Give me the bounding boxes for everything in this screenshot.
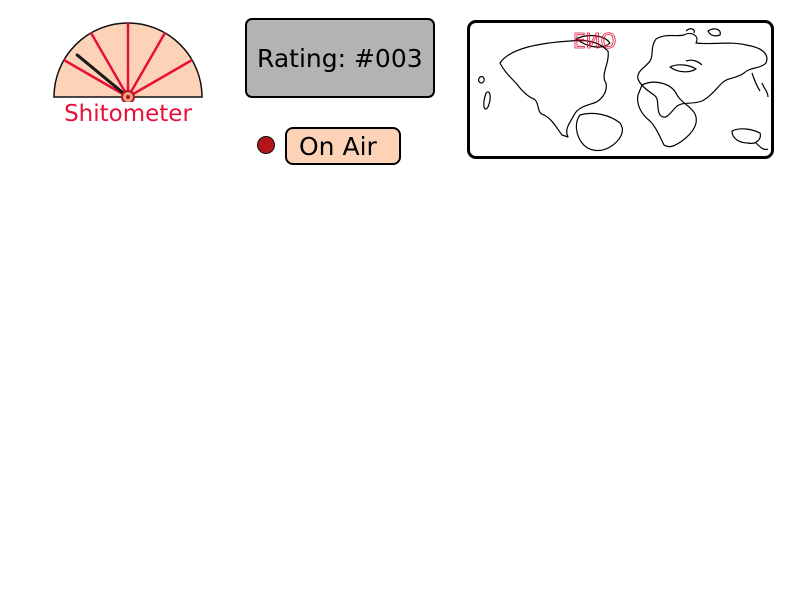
map-greenland [575, 34, 611, 48]
map-continent-africa [637, 81, 697, 148]
gauge-label: Shitometer [64, 101, 192, 127]
gauge-tick [89, 32, 130, 98]
map-continent-eurasia [637, 32, 768, 118]
map-continent-australia [731, 128, 761, 144]
gauge-tick [126, 32, 167, 98]
gauge-tick [63, 58, 129, 99]
map-island-west-2 [478, 76, 485, 84]
rating-text: Rating: #003 [257, 43, 423, 73]
map-continent-americas [499, 39, 609, 138]
on-air-label: On Air [299, 131, 377, 161]
on-air-button[interactable]: On Air [285, 127, 401, 165]
world-map[interactable]: EИО [467, 20, 774, 159]
on-air-indicator [257, 136, 275, 154]
map-south-america [575, 112, 623, 152]
map-island-north-2 [685, 28, 695, 34]
gauge-needle [75, 53, 130, 99]
map-asia-inner-1 [669, 64, 697, 73]
rating-display: Rating: #003 [245, 18, 435, 98]
map-asia-inner-2 [685, 59, 703, 66]
map-island-west [483, 91, 491, 110]
map-island-japan [751, 72, 769, 98]
gauge-tick [127, 58, 193, 99]
shitometer-gauge [53, 22, 203, 102]
world-map-drawing: EИО [478, 28, 769, 152]
map-island-north [707, 28, 721, 37]
map-annotation: EИО [573, 29, 616, 53]
map-island-east [755, 142, 769, 151]
